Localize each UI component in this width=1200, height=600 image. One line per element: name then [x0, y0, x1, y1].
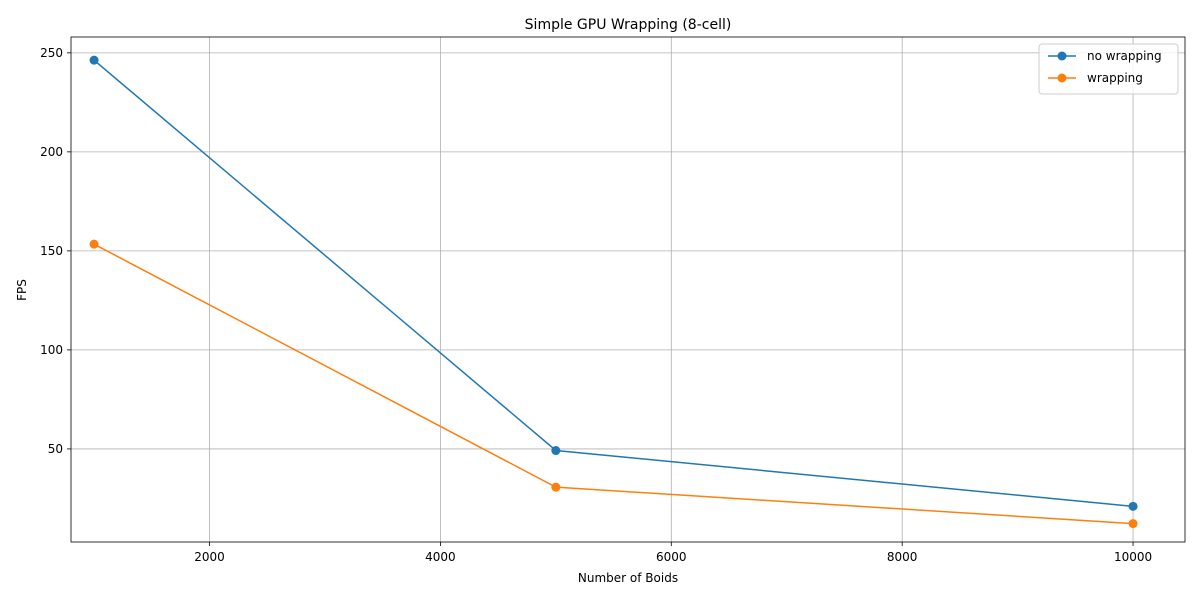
y-tick-label: 150: [40, 244, 63, 258]
y-tick-label: 100: [40, 343, 63, 357]
data-point-wrapping: [89, 239, 99, 249]
x-tick-label: 8000: [887, 550, 918, 564]
y-tick-label: 250: [40, 46, 63, 60]
legend: no wrapping wrapping: [1038, 43, 1179, 95]
legend-marker-no-wrapping: [1057, 51, 1067, 61]
legend-label-no-wrapping: no wrapping: [1087, 49, 1162, 63]
chart-title: Simple GPU Wrapping (8-cell): [525, 17, 732, 33]
legend-label-wrapping: wrapping: [1087, 71, 1143, 85]
y-axis-label: FPS: [15, 279, 29, 301]
data-point-no-wrapping: [89, 55, 99, 65]
x-tick-label: 2000: [194, 550, 225, 564]
data-point-no-wrapping: [1128, 501, 1138, 511]
grid: [71, 37, 1185, 542]
y-tick-label: 200: [40, 145, 63, 159]
x-tick-label: 10000: [1114, 550, 1152, 564]
x-tick-label: 4000: [425, 550, 456, 564]
legend-marker-wrapping: [1057, 73, 1067, 83]
ticks: 2000 4000 6000 8000 10000 50 100 150 200 250: [40, 46, 1152, 564]
y-tick-label: 50: [48, 442, 63, 456]
x-tick-label: 6000: [656, 550, 687, 564]
series-layer: [89, 55, 1138, 529]
data-point-wrapping: [1128, 519, 1138, 529]
plot-frame: [70, 36, 1186, 543]
data-point-no-wrapping: [551, 446, 561, 456]
data-point-wrapping: [551, 482, 561, 492]
x-axis-label: Number of Boids: [578, 571, 678, 585]
